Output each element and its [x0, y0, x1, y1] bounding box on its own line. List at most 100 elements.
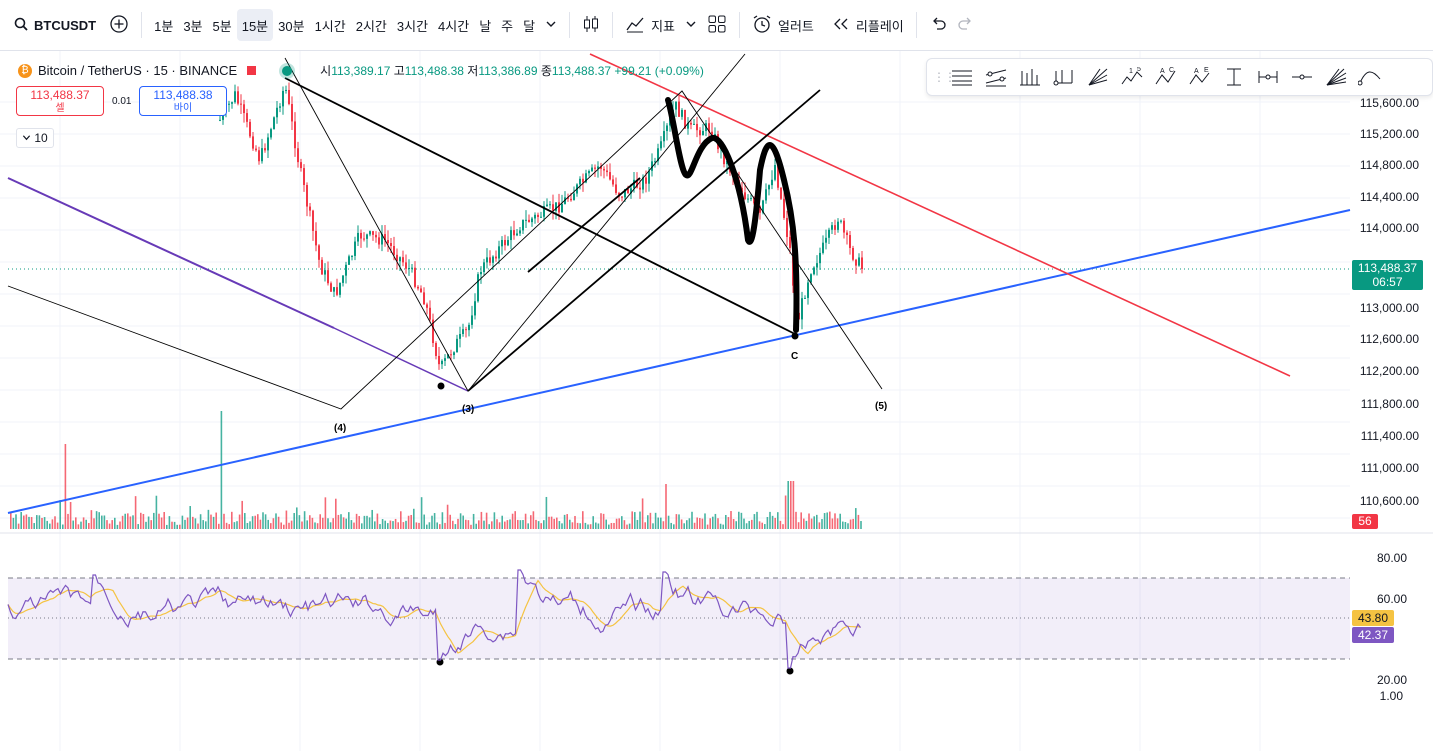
elliott-wave-lines[interactable] — [7, 90, 883, 410]
indicators-button[interactable]: 지표 — [620, 9, 680, 41]
black-channel-upper[interactable] — [284, 77, 798, 336]
candle-body — [840, 220, 842, 222]
interval-dropdown[interactable] — [540, 9, 562, 41]
compare-symbol-button[interactable] — [104, 9, 134, 41]
pitchfork-icon[interactable] — [1015, 62, 1045, 92]
layout-grid-icon — [707, 14, 727, 37]
long-position-icon[interactable] — [1219, 62, 1249, 92]
red-resistance-line[interactable] — [589, 53, 1291, 377]
candle-body — [534, 214, 536, 219]
parallel-lines-icon[interactable] — [981, 62, 1011, 92]
volume-bar — [488, 524, 490, 529]
volume-bar — [670, 522, 672, 529]
gann-fan-icon[interactable] — [1321, 62, 1351, 92]
candle-body — [402, 257, 404, 263]
interval-5m[interactable]: 5분 — [212, 18, 232, 34]
interval-30m[interactable]: 30분 — [278, 18, 305, 34]
volume-bar — [769, 511, 771, 529]
legend-title[interactable]: Bitcoin / TetherUS · 15 · BINANCE — [38, 63, 238, 78]
volume-bar — [561, 523, 563, 529]
indicator-templates-dropdown[interactable] — [680, 9, 702, 41]
layout-button[interactable] — [702, 9, 732, 41]
volume-bar — [186, 517, 189, 529]
candle-body — [423, 292, 425, 305]
freehand-brush[interactable] — [665, 97, 800, 333]
black-channel-lower[interactable] — [527, 177, 641, 273]
candle-body — [507, 240, 509, 246]
volume-bar — [241, 500, 243, 529]
divider — [141, 12, 143, 38]
trend-fan-icon[interactable] — [1049, 62, 1079, 92]
volume-bar — [111, 520, 113, 529]
price-tick: 115,200.00 — [1359, 127, 1419, 141]
replay-button[interactable]: 리플레이 — [827, 9, 909, 41]
divider — [915, 12, 917, 38]
alert-button[interactable]: 얼러트 — [747, 9, 819, 41]
horizontal-ray-icon[interactable] — [1287, 62, 1317, 92]
interval-4h[interactable]: 4시간 — [438, 18, 470, 34]
candle-body — [744, 192, 746, 200]
volume-bar — [62, 524, 64, 529]
price-chart[interactable]: (4) (3) C (5) — [0, 51, 1433, 751]
volume-bar — [719, 523, 722, 529]
volume-bar — [582, 511, 584, 529]
candle-body — [525, 219, 527, 221]
drawings[interactable] — [7, 53, 1351, 675]
volume-bar — [337, 514, 340, 529]
interval-day[interactable]: 날 — [479, 18, 492, 34]
interval-1h[interactable]: 1시간 — [314, 18, 346, 34]
interval-1m[interactable]: 1분 — [154, 18, 174, 34]
volume-bar — [59, 500, 61, 529]
volume-bar — [257, 514, 259, 529]
purple-trendline-ext[interactable] — [333, 327, 469, 392]
interval-15m[interactable]: 15분 — [236, 9, 274, 41]
volume-bar — [462, 515, 464, 529]
rsi-tick: 60.00 — [1376, 592, 1407, 606]
black-channel-line[interactable] — [467, 89, 821, 392]
candle-body — [462, 329, 464, 335]
interval-2h[interactable]: 2시간 — [355, 18, 387, 34]
fib-lines[interactable] — [284, 53, 746, 392]
candle-body — [408, 268, 410, 270]
volume-bar — [743, 518, 745, 529]
curve-icon[interactable] — [1355, 62, 1385, 92]
volume-bar — [402, 522, 405, 529]
volume-bar — [415, 522, 418, 529]
svg-text:E: E — [1204, 67, 1209, 74]
candle-body — [522, 219, 524, 231]
candle-body — [411, 267, 413, 269]
volume-bar — [324, 497, 327, 529]
interval-week[interactable]: 주 — [501, 18, 514, 34]
volume-bar — [800, 512, 802, 529]
volume-bar — [849, 519, 852, 529]
volume-bar — [491, 521, 493, 529]
interval-month[interactable]: 달 — [523, 18, 536, 34]
volume-bar — [709, 518, 711, 529]
candle-body — [594, 167, 596, 169]
volume-bar — [358, 516, 360, 529]
interval-3h[interactable]: 3시간 — [396, 18, 429, 34]
fib-fan-icon[interactable] — [1083, 62, 1113, 92]
symbol-search[interactable]: BTCUSDT — [0, 17, 104, 34]
volume-bar — [777, 512, 779, 529]
buy-button[interactable]: 113,488.38 바이 — [139, 86, 227, 116]
undo-button[interactable] — [924, 9, 952, 41]
sell-button[interactable]: 113,488.37 셀 — [16, 86, 104, 116]
quantity-selector[interactable]: 10 — [16, 128, 54, 148]
svg-text:1: 1 — [1129, 68, 1133, 75]
volume-bar — [311, 517, 314, 529]
horizontal-lines-icon[interactable] — [947, 62, 977, 92]
purple-trendline[interactable] — [7, 177, 335, 329]
candle-body — [465, 329, 467, 331]
interval-3m[interactable]: 3분 — [183, 18, 203, 34]
volume-bar — [168, 516, 171, 529]
candle-body — [588, 171, 590, 174]
measure-icon[interactable] — [1253, 62, 1283, 92]
blue-support-line[interactable] — [7, 209, 1351, 514]
redo-button[interactable] — [952, 9, 980, 41]
chart-type-button[interactable] — [577, 9, 605, 41]
drag-handle-icon[interactable]: ⋮⋮ — [933, 70, 956, 84]
